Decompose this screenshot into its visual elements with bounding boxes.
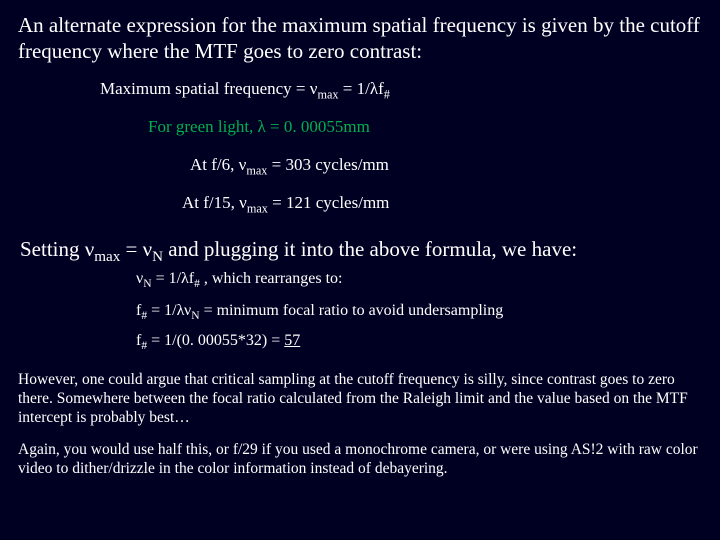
eq6-sub2: N — [191, 310, 199, 322]
eq4-pre: At f/15, ν — [182, 193, 247, 212]
equation-fnum-result: f# = 1/(0. 00055*32) = 57 — [136, 332, 702, 350]
eq3-pre: At f/6, ν — [190, 155, 246, 174]
eq6-mid: = 1/λν — [147, 302, 191, 319]
equation-max-spatial-freq: Maximum spatial frequency = νmax = 1/λf# — [100, 79, 702, 99]
equation-f15: At f/15, νmax = 121 cycles/mm — [182, 193, 702, 213]
h2-post: and plugging it into the above formula, … — [163, 237, 577, 261]
eq5-sub1: N — [143, 278, 151, 290]
eq4-sub: max — [247, 201, 268, 215]
equation-green-light: For green light, λ = 0. 00055mm — [148, 117, 702, 137]
eq7-value: 57 — [284, 332, 300, 349]
eq3-sub: max — [246, 163, 267, 177]
paragraph-2: Again, you would use half this, or f/29 … — [18, 440, 702, 479]
slide: An alternate expression for the maximum … — [0, 0, 720, 540]
h2-sub1: max — [94, 249, 120, 265]
eq1-sub2: # — [384, 87, 390, 101]
eq5-mid: = 1/λf — [152, 270, 195, 287]
equation-nu-n: νN = 1/λf# , which rearranges to: — [136, 270, 702, 288]
equation-f6: At f/6, νmax = 303 cycles/mm — [190, 155, 702, 175]
paragraph-1: However, one could argue that critical s… — [18, 370, 702, 428]
eq1-sub1: max — [317, 87, 338, 101]
heading-1: An alternate expression for the maximum … — [18, 12, 702, 65]
heading-2: Setting νmax = νN and plugging it into t… — [20, 237, 702, 262]
eq1-mid: = 1/λf — [339, 79, 384, 98]
eq4-post: = 121 cycles/mm — [268, 193, 389, 212]
eq3-post: = 303 cycles/mm — [267, 155, 388, 174]
h2-sub2: N — [152, 249, 163, 265]
eq1-pre: Maximum spatial frequency = ν — [100, 79, 317, 98]
eq5-post: , which rearranges to: — [200, 270, 343, 287]
h2-pre: Setting ν — [20, 237, 94, 261]
eq6-post: = minimum focal ratio to avoid undersamp… — [200, 302, 504, 319]
equation-fnum-min: f# = 1/λνN = minimum focal ratio to avoi… — [136, 302, 702, 320]
eq7-mid: = 1/(0. 00055*32) = — [147, 332, 284, 349]
h2-mid: = ν — [120, 237, 152, 261]
